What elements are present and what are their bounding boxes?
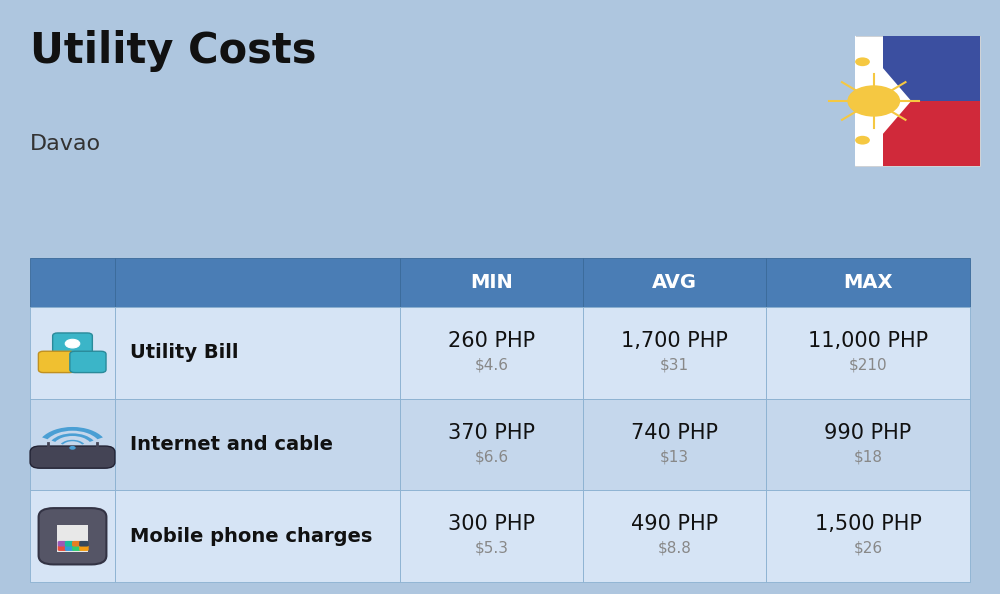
FancyBboxPatch shape	[583, 307, 766, 399]
Text: Internet and cable: Internet and cable	[130, 435, 333, 454]
FancyBboxPatch shape	[883, 36, 973, 101]
FancyBboxPatch shape	[766, 399, 970, 491]
FancyBboxPatch shape	[115, 307, 400, 399]
Wedge shape	[61, 440, 84, 444]
Text: $13: $13	[660, 449, 689, 464]
Text: 11,000 PHP: 11,000 PHP	[808, 331, 928, 351]
FancyBboxPatch shape	[115, 399, 400, 491]
Text: $8.8: $8.8	[658, 541, 691, 556]
FancyBboxPatch shape	[72, 541, 81, 546]
FancyBboxPatch shape	[115, 258, 400, 307]
Circle shape	[847, 86, 900, 116]
Text: $6.6: $6.6	[474, 449, 509, 464]
FancyBboxPatch shape	[30, 399, 115, 491]
Text: $210: $210	[849, 358, 887, 372]
FancyBboxPatch shape	[58, 541, 67, 546]
Circle shape	[855, 58, 870, 66]
Text: 490 PHP: 490 PHP	[631, 514, 718, 535]
FancyBboxPatch shape	[58, 545, 67, 551]
Polygon shape	[855, 36, 908, 166]
FancyBboxPatch shape	[766, 307, 970, 399]
Polygon shape	[855, 36, 911, 166]
FancyBboxPatch shape	[30, 446, 115, 468]
Text: $5.3: $5.3	[474, 541, 508, 556]
FancyBboxPatch shape	[400, 258, 583, 307]
Text: 370 PHP: 370 PHP	[448, 423, 535, 443]
FancyBboxPatch shape	[883, 101, 973, 166]
Text: 300 PHP: 300 PHP	[448, 514, 535, 535]
Circle shape	[885, 97, 900, 105]
FancyBboxPatch shape	[400, 307, 583, 399]
FancyBboxPatch shape	[79, 541, 89, 546]
FancyBboxPatch shape	[855, 36, 980, 166]
FancyBboxPatch shape	[583, 399, 766, 491]
FancyBboxPatch shape	[583, 491, 766, 582]
FancyBboxPatch shape	[30, 307, 115, 399]
FancyBboxPatch shape	[30, 491, 115, 582]
Text: Mobile phone charges: Mobile phone charges	[130, 527, 372, 546]
Text: AVG: AVG	[652, 273, 697, 292]
Text: Utility Costs: Utility Costs	[30, 30, 316, 72]
FancyBboxPatch shape	[57, 525, 88, 552]
Text: $4.6: $4.6	[474, 358, 508, 372]
Text: $18: $18	[854, 449, 883, 464]
FancyBboxPatch shape	[583, 258, 766, 307]
FancyBboxPatch shape	[53, 333, 92, 354]
Text: $26: $26	[853, 541, 883, 556]
Circle shape	[855, 136, 870, 144]
Text: Utility Bill: Utility Bill	[130, 343, 239, 362]
Wedge shape	[51, 434, 94, 442]
FancyBboxPatch shape	[65, 545, 74, 551]
FancyBboxPatch shape	[39, 508, 106, 564]
FancyBboxPatch shape	[72, 545, 81, 551]
Circle shape	[65, 339, 80, 348]
Text: MAX: MAX	[843, 273, 893, 292]
FancyBboxPatch shape	[70, 351, 106, 372]
FancyBboxPatch shape	[400, 491, 583, 582]
Text: 990 PHP: 990 PHP	[824, 423, 912, 443]
Wedge shape	[42, 427, 103, 440]
Text: MIN: MIN	[470, 273, 513, 292]
Text: 260 PHP: 260 PHP	[448, 331, 535, 351]
Text: Davao: Davao	[30, 134, 101, 154]
Text: 1,500 PHP: 1,500 PHP	[815, 514, 921, 535]
Polygon shape	[899, 101, 980, 166]
FancyBboxPatch shape	[38, 351, 75, 372]
Text: 1,700 PHP: 1,700 PHP	[621, 331, 728, 351]
FancyBboxPatch shape	[766, 258, 970, 307]
Text: $31: $31	[660, 358, 689, 372]
Text: 740 PHP: 740 PHP	[631, 423, 718, 443]
FancyBboxPatch shape	[79, 545, 89, 551]
Circle shape	[69, 446, 76, 450]
FancyBboxPatch shape	[766, 491, 970, 582]
FancyBboxPatch shape	[65, 541, 74, 546]
FancyBboxPatch shape	[400, 399, 583, 491]
FancyBboxPatch shape	[30, 258, 115, 307]
FancyBboxPatch shape	[115, 491, 400, 582]
Polygon shape	[899, 36, 980, 101]
